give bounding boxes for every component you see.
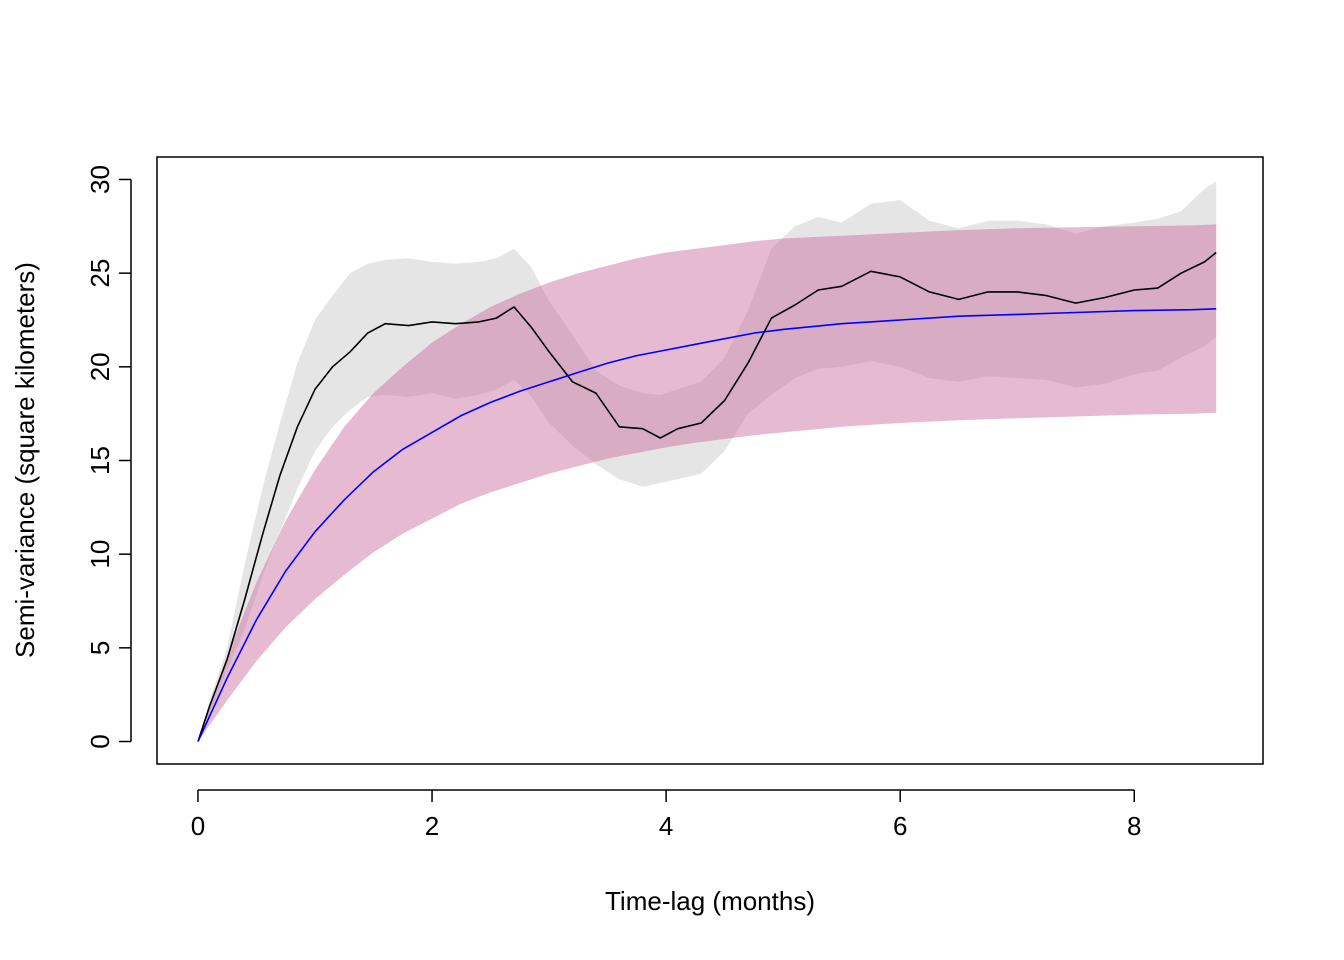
y-tick-label: 5	[85, 641, 115, 655]
x-tick-label: 6	[893, 811, 907, 841]
x-tick-label: 8	[1127, 811, 1141, 841]
model-confidence-band	[198, 224, 1217, 742]
empirical-semivariance-line	[197, 251, 1217, 742]
y-tick-label: 30	[85, 165, 115, 194]
empirical-confidence-band	[198, 181, 1217, 742]
plot-frame	[156, 156, 1264, 765]
y-tick-label: 25	[85, 259, 115, 288]
x-tick-label: 2	[425, 811, 439, 841]
y-tick-label: 15	[85, 446, 115, 475]
y-tick-label: 0	[85, 734, 115, 748]
axes: 0 2 4 6 8 0 5 10 15 20 25 30	[85, 165, 1141, 841]
y-tick-label: 10	[85, 540, 115, 569]
y-tick-label: 20	[85, 352, 115, 381]
x-tick-label: 0	[191, 811, 205, 841]
x-axis-label: Time-lag (months)	[605, 886, 815, 916]
model-semivariance-line	[197, 308, 1217, 742]
y-axis-label: Semi-variance (square kilometers)	[10, 262, 40, 658]
plot-area	[197, 181, 1217, 742]
x-tick-label: 4	[659, 811, 673, 841]
